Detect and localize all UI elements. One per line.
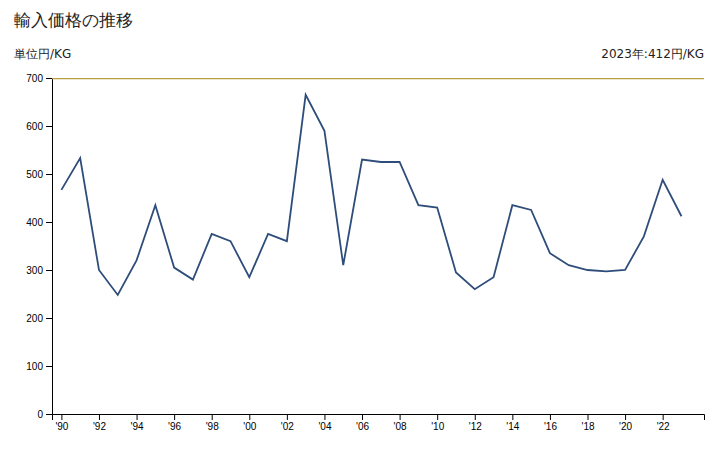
x-tick-label: '90 xyxy=(55,421,68,432)
x-tick-label: '20 xyxy=(619,421,632,432)
y-tick: 100 xyxy=(26,361,52,372)
y-tick: 400 xyxy=(26,217,52,228)
x-tick: '04 xyxy=(318,414,331,432)
annotation: 2023年:412円/KG xyxy=(601,47,704,61)
y-axis: 0 100 200 300 400 500 600 700 xyxy=(26,73,52,420)
y-tick-mark xyxy=(46,174,52,175)
x-tick-label: '00 xyxy=(243,421,256,432)
y-tick-label: 400 xyxy=(26,217,43,228)
x-tick: '92 xyxy=(93,414,106,432)
x-tick-mark xyxy=(550,414,551,420)
x-axis: '90 '92 '94 '96 '98 '00 '02 '04 '06 '08 '10 '12 '14 '… xyxy=(53,414,705,432)
y-tick-mark xyxy=(46,126,52,127)
x-tick-mark xyxy=(212,414,213,420)
y-tick: 300 xyxy=(26,265,52,276)
x-tick: '10 xyxy=(431,414,444,432)
reference-line xyxy=(52,78,704,79)
y-tick-label: 500 xyxy=(26,169,43,180)
y-tick-label: 600 xyxy=(26,121,43,132)
x-tick-mark xyxy=(512,414,513,420)
y-tick-label: 700 xyxy=(26,73,43,84)
y-tick: 500 xyxy=(26,169,52,180)
x-tick-mark xyxy=(437,414,438,420)
y-tick-label: 0 xyxy=(37,409,43,420)
y-tick-mark xyxy=(46,366,52,367)
y-axis-line xyxy=(46,79,53,415)
y-tick-label: 200 xyxy=(26,313,43,324)
y-tick-mark xyxy=(46,222,52,223)
x-tick: '96 xyxy=(168,414,181,432)
line xyxy=(61,95,681,295)
x-tick-label: '06 xyxy=(356,421,369,432)
chart: 輸入価格の推移単位円/KG2023年:412円/KG'90'92'94'96'9… xyxy=(0,0,728,450)
y-tick: 200 xyxy=(26,313,52,324)
x-tick: '90 xyxy=(55,414,68,432)
x-tick-mark xyxy=(324,414,325,420)
y-axis-label: 単位円/KG xyxy=(14,47,71,61)
x-tick: '12 xyxy=(469,414,482,432)
x-tick-mark xyxy=(61,414,62,420)
x-tick: '98 xyxy=(206,414,219,432)
x-tick-label: '02 xyxy=(281,421,294,432)
y-tick-mark xyxy=(46,270,52,271)
x-tick-label: '18 xyxy=(581,421,594,432)
plot: '90 '92 '94 '96 '98 '00 '02 '04 '06 '08 '10 '12 '14 '… xyxy=(26,73,704,432)
x-tick: '14 xyxy=(506,414,519,432)
x-tick-mark xyxy=(287,414,288,420)
marks xyxy=(52,78,704,295)
title: 輸入価格の推移 xyxy=(14,10,133,30)
x-tick: '06 xyxy=(356,414,369,432)
x-tick-label: '12 xyxy=(469,421,482,432)
x-tick-mark xyxy=(400,414,401,420)
x-tick-mark xyxy=(475,414,476,420)
y-tick: 700 xyxy=(26,73,52,84)
y-tick-label: 300 xyxy=(26,265,43,276)
x-tick: '08 xyxy=(394,414,407,432)
x-tick-label: '16 xyxy=(544,421,557,432)
y-tick: 600 xyxy=(26,121,52,132)
x-tick-mark xyxy=(663,414,664,420)
y-tick: 0 xyxy=(37,409,52,420)
x-tick: '18 xyxy=(581,414,594,432)
x-tick-mark xyxy=(249,414,250,420)
x-tick-label: '08 xyxy=(394,421,407,432)
x-tick-label: '96 xyxy=(168,421,181,432)
x-tick-label: '94 xyxy=(131,421,144,432)
x-tick: '20 xyxy=(619,414,632,432)
x-tick: '00 xyxy=(243,414,256,432)
y-tick-mark xyxy=(46,318,52,319)
y-tick-label: 100 xyxy=(26,361,43,372)
x-tick-label: '14 xyxy=(506,421,519,432)
x-axis-line xyxy=(53,415,705,421)
x-tick-mark xyxy=(625,414,626,420)
x-tick-label: '04 xyxy=(318,421,331,432)
y-tick-mark xyxy=(46,78,52,79)
x-tick-mark xyxy=(174,414,175,420)
x-tick-mark xyxy=(137,414,138,420)
x-tick-label: '92 xyxy=(93,421,106,432)
x-tick-label: '98 xyxy=(206,421,219,432)
x-tick: '94 xyxy=(131,414,144,432)
x-tick-label: '10 xyxy=(431,421,444,432)
x-tick-label: '22 xyxy=(657,421,670,432)
x-tick: '22 xyxy=(657,414,670,432)
x-tick-mark xyxy=(99,414,100,420)
x-tick: '16 xyxy=(544,414,557,432)
x-tick-mark xyxy=(362,414,363,420)
x-tick: '02 xyxy=(281,414,294,432)
y-tick-mark xyxy=(46,414,52,415)
x-tick-mark xyxy=(588,414,589,420)
